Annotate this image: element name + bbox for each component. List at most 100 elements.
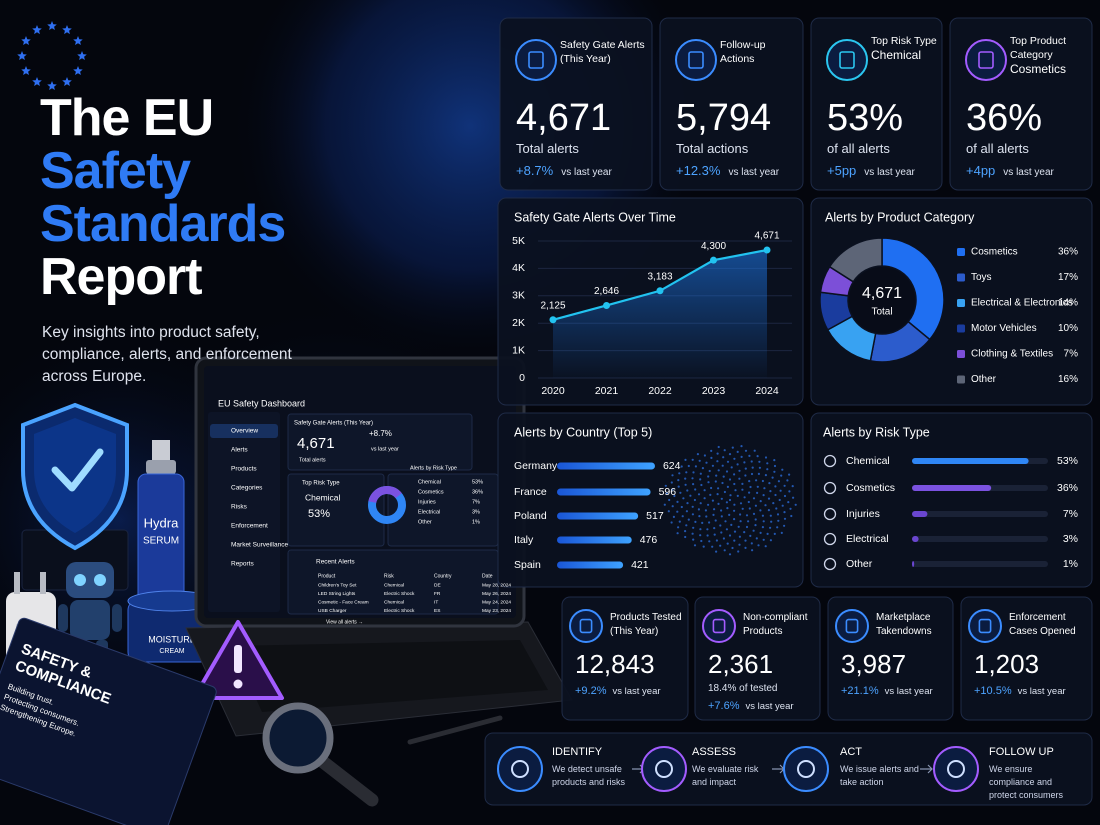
map-dot <box>694 520 697 524</box>
legend-value: 10% <box>1058 323 1078 334</box>
shield-prop-part <box>34 418 116 533</box>
map-dot <box>744 546 747 550</box>
kpi-sublabel: Cosmetics <box>1010 62 1067 76</box>
plug-prop-part <box>40 572 46 594</box>
map-dot <box>717 445 720 449</box>
card <box>810 412 1093 588</box>
eu-star <box>47 21 57 30</box>
icon-glyph <box>712 618 726 634</box>
map-dot <box>717 487 720 490</box>
kpi-change-note: vs last year <box>884 686 933 697</box>
map-dot <box>726 485 730 488</box>
map-dot <box>671 474 674 477</box>
screen-label: Alerts by Risk Type <box>410 465 457 471</box>
map-dot <box>710 449 713 452</box>
shield-prop-part <box>51 448 104 492</box>
map-dot <box>783 484 786 487</box>
chart-title: Safety Gate Alerts Over Time <box>514 210 676 224</box>
map-dot <box>716 493 719 496</box>
map-dot <box>707 503 710 506</box>
map-dot <box>769 514 772 517</box>
category-label: Germany <box>514 460 558 472</box>
screen-legend-value: 53% <box>472 479 483 485</box>
map-dot <box>744 449 748 452</box>
icon-ring <box>835 609 869 643</box>
step-icon <box>783 746 829 792</box>
map-dot <box>744 539 747 542</box>
screen-value: 53% <box>308 508 330 520</box>
map-dot <box>711 499 715 502</box>
kpi-label: Safety Gate Alerts (This Year) <box>560 39 645 65</box>
map-dot <box>788 490 791 493</box>
kpi-change: +9.2% <box>575 685 607 697</box>
map-dot <box>745 525 749 529</box>
kpi-value: 2,361 <box>708 649 774 679</box>
map-dot <box>757 544 760 547</box>
map-dot <box>710 456 713 459</box>
map-dot <box>723 449 726 452</box>
map-dot <box>790 514 793 518</box>
map-dot <box>668 498 671 502</box>
screen-value: Chemical <box>305 492 341 502</box>
kpi-value: 1,203 <box>974 649 1040 679</box>
eu-star <box>32 25 42 35</box>
map-dot <box>737 525 740 528</box>
legend-value: 16% <box>1058 374 1078 385</box>
map-dot <box>728 534 732 537</box>
chart-title: Alerts by Product Category <box>825 210 975 224</box>
kpi-caption: Total alerts <box>516 141 579 156</box>
screen-change-note: vs last year <box>371 446 399 452</box>
step-glyph <box>511 760 529 778</box>
map-dot <box>781 504 784 507</box>
map-dot <box>715 539 719 542</box>
map-dot <box>788 473 791 476</box>
text-block: +9.2% vs last year <box>575 685 661 697</box>
point <box>710 256 717 264</box>
map-dot <box>680 465 683 468</box>
legend-swatch <box>957 375 965 384</box>
screen-table-cell: May 24, 2024 <box>482 599 511 605</box>
title-block: The EU Safety Standards Report <box>40 92 286 306</box>
text-block: Safety Gate Alerts (This Year) <box>560 38 650 66</box>
step-glyph <box>947 760 965 778</box>
map-dot <box>725 528 729 531</box>
eu-star <box>17 51 27 60</box>
map-dot <box>687 464 690 468</box>
map-dot <box>754 524 757 527</box>
point <box>603 301 610 309</box>
text-block: +7.6% vs last year <box>708 700 794 712</box>
map-dot <box>671 488 674 491</box>
step-icon <box>933 746 979 792</box>
data-label: 3% <box>1063 533 1078 545</box>
map-dot <box>677 526 680 529</box>
map-dot <box>764 545 767 548</box>
kpi-label: Marketplace Takendowns <box>876 612 932 637</box>
map-dot <box>759 500 762 503</box>
kpi-change: +7.6% <box>708 700 740 712</box>
point <box>549 316 557 324</box>
map-dot <box>761 514 765 517</box>
text-block: +5pp vs last year <box>827 163 915 178</box>
map-dot <box>751 466 754 469</box>
map-dot <box>750 460 753 463</box>
map-dot <box>704 509 708 512</box>
screen-legend-value: 3% <box>472 509 480 515</box>
x-tick-label: 2022 <box>648 385 672 397</box>
map-dot <box>726 507 729 510</box>
map-dot <box>745 514 749 517</box>
map-dot <box>722 537 726 540</box>
map-dot <box>708 521 711 524</box>
map-dot <box>672 515 676 519</box>
shield-prop <box>21 402 129 591</box>
map-dot <box>773 532 776 536</box>
map-dot <box>733 539 736 542</box>
screen-table-cell: LED String Lights <box>318 591 356 597</box>
bar <box>912 561 915 567</box>
map-dot <box>728 478 732 481</box>
legend-label: Toys <box>971 272 992 283</box>
laptop-prop-part <box>287 473 385 547</box>
title-line: Report <box>40 248 203 306</box>
book-prop: SAFETY & COMPLIANCE Building trust. Prot… <box>0 617 217 825</box>
map-dot <box>764 456 768 459</box>
